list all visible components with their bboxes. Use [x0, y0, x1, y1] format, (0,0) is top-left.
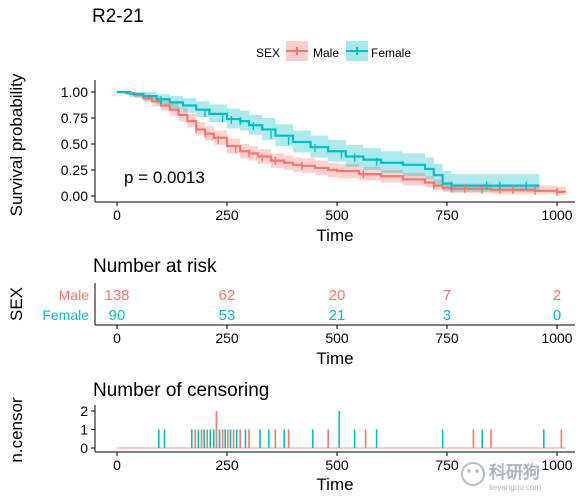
- censoring-x-label: Time: [316, 475, 353, 494]
- survival-y-tick-label: 0.00: [61, 188, 88, 204]
- censoring-y-tick-label: 0: [80, 440, 88, 456]
- risk-table-x-tick-label: 250: [215, 330, 239, 346]
- watermark-subtext: keyangou.com: [489, 483, 541, 492]
- censoring-title: Number of censoring: [93, 380, 269, 401]
- survival-x-label: Time: [316, 226, 353, 245]
- survival-y-tick-label: 0.75: [61, 110, 88, 126]
- risk-table-x-tick-label: 1000: [541, 330, 572, 346]
- risk-table-y-label: SEX: [7, 287, 26, 321]
- risk-count-female: 21: [329, 307, 346, 324]
- risk-table-x-tick-label: 500: [325, 330, 349, 346]
- survival-curve-male: [117, 90, 566, 193]
- survival-x-tick-label: 500: [325, 207, 349, 223]
- chart-title: R2-21: [92, 6, 144, 27]
- survival-curve-female: [117, 90, 540, 187]
- risk-count-female: 3: [443, 307, 451, 324]
- censoring-x-tick-label: 500: [325, 457, 349, 473]
- censoring-y-label: n.censor: [7, 397, 26, 463]
- risk-table-panel: Number at risk SEX Male Female 138 62 20 7 2…: [7, 256, 575, 368]
- risk-count-male: 2: [553, 287, 561, 304]
- survival-x-tick-label: 750: [435, 207, 459, 223]
- legend-label-male: Male: [313, 46, 339, 60]
- risk-count-male: 7: [443, 287, 451, 304]
- censoring-x-tick-label: 250: [215, 457, 239, 473]
- legend: SEX Male Female: [256, 41, 411, 61]
- risk-count-female: 53: [219, 307, 236, 324]
- censoring-y-tick-label: 2: [80, 403, 88, 419]
- risk-table-x-tick-label: 750: [435, 330, 459, 346]
- risk-count-female: 90: [109, 307, 126, 324]
- legend-title: SEX: [256, 46, 280, 60]
- censoring-x-tick-label: 1000: [541, 457, 572, 473]
- risk-count-male: 20: [329, 287, 346, 304]
- survival-y-tick-label: 1.00: [61, 84, 88, 100]
- risk-count-female: 0: [553, 307, 561, 324]
- survival-panel: Survival probability p = 0.0013 0.00 0.25…: [7, 73, 575, 245]
- legend-label-female: Female: [371, 46, 411, 60]
- risk-table-title: Number at risk: [93, 256, 217, 277]
- risk-row-label-male: Male: [59, 287, 90, 303]
- risk-count-male: 62: [219, 287, 236, 304]
- survival-y-tick-label: 0.50: [61, 136, 88, 152]
- watermark-logo: 科研狗 keyangou.com: [461, 462, 541, 492]
- risk-row-label-female: Female: [42, 307, 89, 323]
- censoring-x-tick-label: 0: [113, 457, 121, 473]
- watermark-text: 科研狗: [489, 462, 540, 482]
- censoring-panel: Number of censoring n.censor 0 1 2 0 250 500…: [7, 380, 575, 494]
- censoring-y-tick-label: 1: [80, 422, 88, 438]
- p-value-annotation: p = 0.0013: [124, 168, 205, 187]
- survival-y-label: Survival probability: [7, 73, 26, 216]
- survival-x-tick-label: 250: [215, 207, 239, 223]
- risk-table-x-tick-label: 0: [113, 330, 121, 346]
- survival-x-tick-label: 1000: [541, 207, 572, 223]
- censoring-x-tick-label: 750: [435, 457, 459, 473]
- risk-table-x-label: Time: [316, 349, 353, 368]
- risk-count-male: 138: [104, 287, 129, 304]
- survival-y-tick-label: 0.25: [61, 162, 88, 178]
- survival-x-tick-label: 0: [113, 207, 121, 223]
